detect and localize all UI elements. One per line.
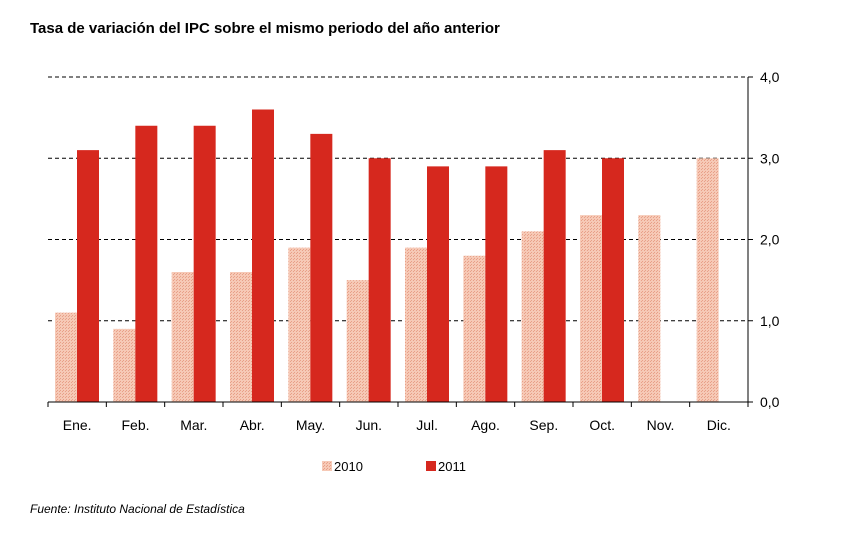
bar-2010-feb xyxy=(113,328,136,402)
bar-2011-oct xyxy=(602,158,624,402)
y-tick-label: 1,0 xyxy=(760,313,780,329)
bar-2010-ago xyxy=(463,255,486,402)
x-tick-label: Mar. xyxy=(180,417,207,433)
bar-2011-ago xyxy=(485,166,508,402)
bar-2011-may xyxy=(310,133,333,402)
x-tick-label: May. xyxy=(296,417,325,433)
x-tick-label: Jul. xyxy=(416,417,438,433)
legend: 2010 2011 xyxy=(322,459,466,474)
y-tick-label: 0,0 xyxy=(760,394,780,410)
x-tick-label: Oct. xyxy=(589,417,615,433)
y-tick-label: 4,0 xyxy=(760,69,780,85)
bar-2010-sep xyxy=(521,231,544,402)
x-tick-label: Ene. xyxy=(63,417,92,433)
bar-2010-jul xyxy=(405,247,427,402)
x-tick-label: Nov. xyxy=(647,417,675,433)
x-tick-label: Feb. xyxy=(121,417,149,433)
bar-2011-feb xyxy=(135,125,158,402)
bar-2010-jun xyxy=(346,280,369,402)
bar-2010-abr xyxy=(230,272,252,402)
bar-2010-may xyxy=(288,247,311,402)
bar-2010-oct xyxy=(580,215,602,402)
bar-2011-abr xyxy=(252,109,274,402)
legend-label-2011: 2011 xyxy=(438,459,466,474)
axes xyxy=(47,76,753,407)
y-tick-label: 3,0 xyxy=(760,150,780,166)
bar-2011-ene xyxy=(77,150,99,402)
bar-2011-mar xyxy=(193,125,216,402)
bar-2010-nov xyxy=(638,215,661,402)
gridlines xyxy=(48,76,748,322)
chart-title: Tasa de variación del IPC sobre el mismo… xyxy=(30,20,500,37)
bar-2011-jun xyxy=(368,158,391,402)
bar-2010-dic xyxy=(696,158,719,402)
bar-2010-ene xyxy=(55,312,77,402)
source-note: Fuente: Instituto Nacional de Estadístic… xyxy=(30,502,245,516)
bar-2011-jul xyxy=(427,166,449,402)
legend-label-2010: 2010 xyxy=(334,459,363,474)
y-tick-label: 2,0 xyxy=(760,232,780,248)
bar-2011-sep xyxy=(543,150,566,402)
x-tick-label: Jun. xyxy=(356,417,382,433)
x-tick-label: Abr. xyxy=(240,417,265,433)
legend-swatch-2011 xyxy=(426,461,436,471)
x-tick-label: Dic. xyxy=(707,417,731,433)
legend-swatch-2010 xyxy=(322,461,332,471)
x-tick-label: Sep. xyxy=(529,417,558,433)
tick-labels: 0,0 1,0 2,0 3,0 4,0 Ene. Feb. Mar. Abr. May. Jun. J… xyxy=(63,69,780,433)
bar-2010-mar xyxy=(171,272,194,402)
x-tick-label: Ago. xyxy=(471,417,500,433)
bars xyxy=(55,109,719,402)
